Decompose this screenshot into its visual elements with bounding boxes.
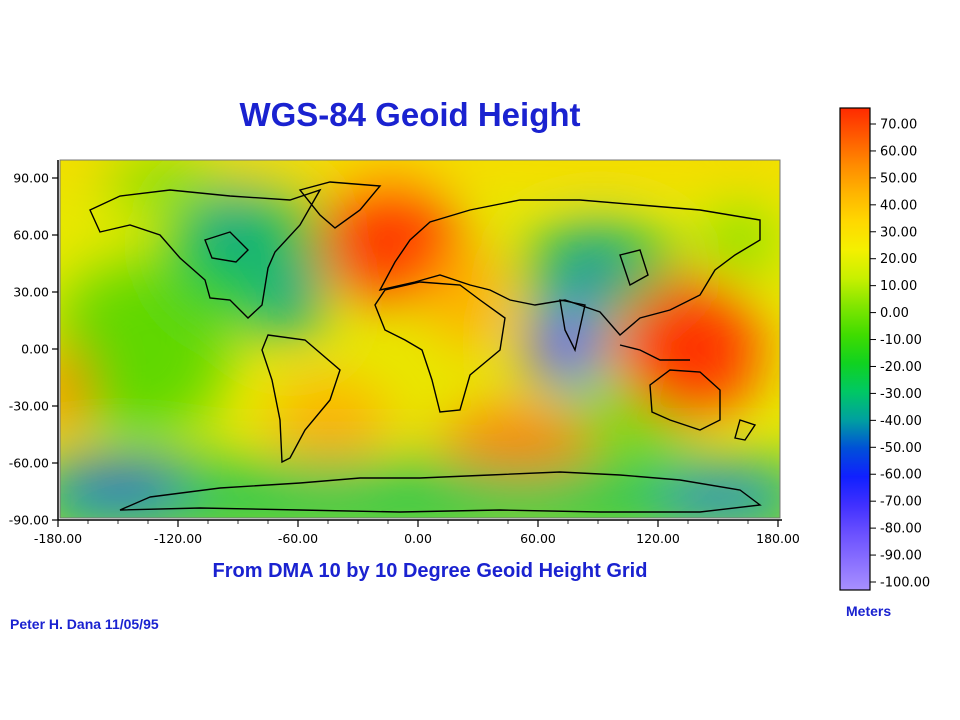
x-tick-label: 0.00 <box>404 531 432 546</box>
geoid-field <box>60 160 780 518</box>
x-tick-label: -180.00 <box>34 531 82 546</box>
chart-title: WGS-84 Geoid Height <box>239 96 581 133</box>
colorbar-tick-label: -90.00 <box>880 549 922 564</box>
colorbar-tick-label: 0.00 <box>880 306 909 321</box>
colorbar-tick-label: 70.00 <box>880 118 917 133</box>
colorbar-tick-label: -40.00 <box>880 414 922 429</box>
colorbar-tick-label: 30.00 <box>880 225 917 240</box>
colorbar-tick-label: 20.00 <box>880 252 917 267</box>
colorbar-tick-label: -60.00 <box>880 468 922 483</box>
colorbar-tick-label: -50.00 <box>880 441 922 456</box>
colorbar-units: Meters <box>846 603 892 619</box>
y-tick-label: 90.00 <box>13 171 49 186</box>
x-tick-label: 60.00 <box>520 531 556 546</box>
colorbar-tick-label: 10.00 <box>880 279 917 294</box>
colorbar-tick-label: 40.00 <box>880 198 917 213</box>
colorbar-tick-label: -100.00 <box>880 576 930 591</box>
y-tick-label: 30.00 <box>13 285 49 300</box>
colorbar-tick-label: -30.00 <box>880 387 922 402</box>
y-tick-label: -30.00 <box>9 399 49 414</box>
y-tick-label: -60.00 <box>9 456 49 471</box>
y-tick-label: -90.00 <box>9 513 49 528</box>
colorbar-tick-label: -70.00 <box>880 495 922 510</box>
continent-outlines <box>89 181 762 513</box>
colorbar-tick-label: -20.00 <box>880 360 922 375</box>
x-tick-label: 120.00 <box>636 531 680 546</box>
y-tick-label: 0.00 <box>21 342 49 357</box>
colorbar-tick-label: -80.00 <box>880 522 922 537</box>
x-tick-label: -60.00 <box>278 531 318 546</box>
colorbar <box>839 107 871 591</box>
x-tick-label: 180.00 <box>756 531 800 546</box>
author-credit: Peter H. Dana 11/05/95 <box>10 616 159 632</box>
x-tick-label: -120.00 <box>154 531 202 546</box>
colorbar-tick-label: 60.00 <box>880 144 917 159</box>
y-tick-label: 60.00 <box>13 228 49 243</box>
x-axis-ticks: -180.00 -120.00 -60.00 0.00 60.00 120.00 180.0… <box>34 520 800 546</box>
colorbar-ticks: 70.00 60.00 50.00 40.00 30.00 20.00 10.00 0.00 -… <box>870 118 930 591</box>
colorbar-tick-label: -10.00 <box>880 333 922 348</box>
colorbar-tick-label: 50.00 <box>880 171 917 186</box>
y-axis-ticks: 90.00 60.00 30.00 0.00 -30.00 -60.00 -90.00 <box>9 171 58 528</box>
chart-subtitle: From DMA 10 by 10 Degree Geoid Height Gr… <box>212 560 648 582</box>
map-axes <box>57 160 782 521</box>
